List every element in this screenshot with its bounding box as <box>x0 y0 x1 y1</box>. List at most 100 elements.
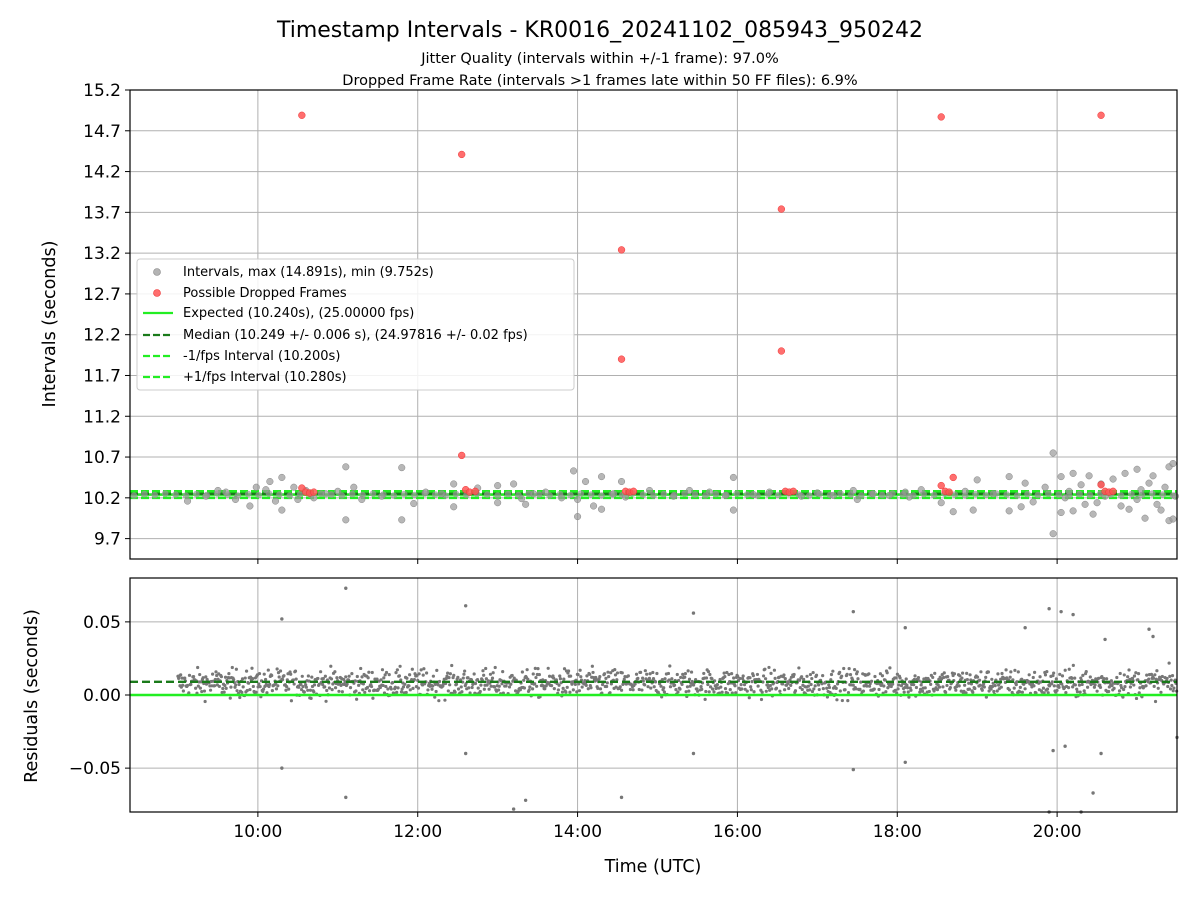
residual-point <box>821 687 825 691</box>
residual-point <box>808 672 813 677</box>
residual-point <box>1052 671 1056 675</box>
residual-point <box>723 675 727 679</box>
interval-point <box>278 473 286 481</box>
residual-point <box>686 669 690 673</box>
interval-point <box>262 486 270 494</box>
residual-point <box>384 684 388 689</box>
residual-point <box>923 686 927 690</box>
interval-point <box>271 497 280 505</box>
residual-point <box>306 688 310 692</box>
interval-point <box>1159 491 1166 498</box>
residual-point <box>437 699 441 703</box>
interval-point <box>813 489 821 497</box>
interval-point <box>973 476 981 484</box>
residual-point <box>699 685 703 689</box>
residual-point <box>708 672 712 677</box>
residual-point <box>808 688 812 692</box>
residual-point <box>397 674 402 678</box>
residual-point <box>293 669 298 673</box>
residual-point <box>185 683 190 688</box>
residual-point <box>240 677 245 681</box>
residual-point <box>715 683 719 687</box>
legend-label-minus-fps: -1/fps Interval (10.200s) <box>183 349 340 364</box>
interval-point <box>1077 481 1085 489</box>
residual-point <box>662 690 666 694</box>
residual-outlier-point <box>280 766 284 770</box>
interval-point <box>494 499 502 507</box>
residual-outlier-point <box>1023 626 1027 630</box>
residual-outlier-point <box>1071 612 1075 617</box>
chart-subtitle-jitter: Jitter Quality (intervals within +/-1 fr… <box>420 51 779 67</box>
legend-label-expected: Expected (10.240s), (25.00000 fps) <box>183 306 414 321</box>
residual-point <box>739 683 743 687</box>
residual-point <box>1023 687 1027 691</box>
residual-point <box>649 686 653 690</box>
interval-point <box>1161 483 1169 491</box>
residual-point <box>982 685 986 689</box>
interval-point <box>450 480 458 488</box>
residual-point <box>608 691 612 695</box>
residual-point <box>323 685 327 689</box>
residual-outlier-point <box>1151 634 1155 639</box>
residual-point <box>897 683 901 687</box>
residual-point <box>878 672 883 676</box>
interval-point <box>1081 500 1089 508</box>
residual-point <box>1171 689 1175 693</box>
interval-point <box>1128 490 1135 498</box>
residual-point <box>561 686 565 690</box>
residual-point <box>327 686 332 690</box>
residual-point <box>1169 678 1173 682</box>
intervals-y-tick-label: 13.7 <box>83 203 121 223</box>
intervals-y-axis-label: Intervals (seconds) <box>40 241 60 408</box>
residual-point <box>379 678 383 682</box>
residual-point <box>609 671 613 675</box>
interval-point <box>193 490 200 498</box>
residual-point <box>685 685 690 689</box>
residual-point <box>1093 683 1097 687</box>
residual-point <box>1172 686 1176 690</box>
residual-point <box>810 689 815 694</box>
residual-point <box>728 688 732 692</box>
interval-point <box>231 495 240 504</box>
residual-point <box>809 682 813 687</box>
residual-point <box>894 676 898 680</box>
interval-point <box>342 516 350 524</box>
dropped-frame-point <box>937 113 945 121</box>
residual-point <box>321 682 325 687</box>
residual-point <box>312 683 317 687</box>
residual-point <box>577 682 581 686</box>
residual-point <box>456 675 460 679</box>
residual-point <box>562 667 567 671</box>
residual-point <box>963 683 967 687</box>
residual-point <box>749 685 753 689</box>
residual-point <box>430 687 434 691</box>
residual-point <box>905 683 909 687</box>
interval-point <box>328 491 335 498</box>
residual-point <box>708 685 713 689</box>
residual-point <box>257 682 261 686</box>
residual-point <box>486 679 491 683</box>
residual-point <box>986 670 991 674</box>
residual-point <box>912 677 916 682</box>
residual-point <box>999 685 1003 689</box>
legend-label-median: Median (10.249 +/- 0.006 s), (24.97816 +… <box>183 328 528 343</box>
interval-point <box>1076 490 1083 498</box>
residual-point <box>227 672 231 676</box>
residual-point <box>510 673 514 678</box>
residual-point <box>802 677 806 681</box>
residual-point <box>395 690 399 694</box>
residual-outlier-point <box>691 611 696 615</box>
residual-point <box>234 667 238 671</box>
residual-point <box>1170 673 1175 678</box>
intervals-y-tick-label: 12.7 <box>83 285 121 305</box>
legend-label-dropped: Possible Dropped Frames <box>183 286 347 301</box>
interval-point <box>729 506 737 514</box>
intervals-y-tick-label: 11.2 <box>83 407 121 427</box>
residual-point <box>527 688 531 692</box>
residual-point <box>1155 669 1159 673</box>
residual-point <box>1045 670 1049 674</box>
residual-point <box>497 688 501 692</box>
residual-point <box>1098 685 1103 690</box>
residual-point <box>957 684 961 688</box>
